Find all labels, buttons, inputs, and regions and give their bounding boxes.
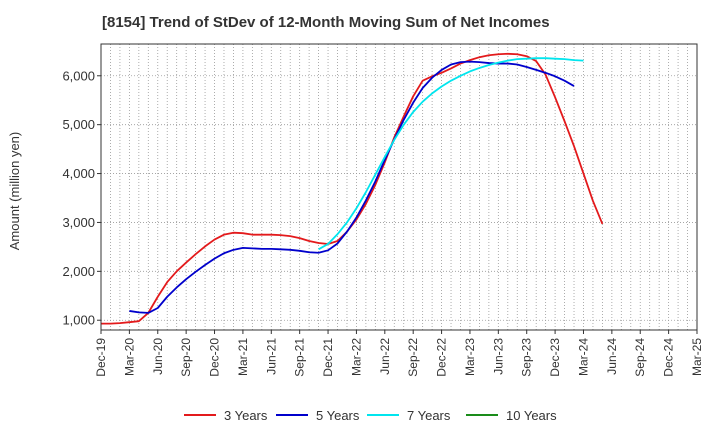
legend-label-7-years: 7 Years xyxy=(407,408,451,423)
x-tick-label: Dec-21 xyxy=(321,338,335,377)
x-tick-label: Sep-24 xyxy=(633,338,647,377)
x-tick-label: Dec-22 xyxy=(435,338,449,377)
chart-title: [8154] Trend of StDev of 12-Month Moving… xyxy=(102,14,550,31)
x-tick-label: Sep-23 xyxy=(520,338,534,377)
x-tick-label: Mar-20 xyxy=(122,338,136,376)
y-axis-ticks: 1,000 2,000 3,000 4,000 5,000 6,000 xyxy=(62,68,101,328)
series-lines xyxy=(101,52,604,325)
y-tick-label: 1,000 xyxy=(62,313,95,328)
x-tick-label: Jun-20 xyxy=(151,338,165,375)
x-tick-label: Dec-24 xyxy=(662,338,676,377)
plot-frame xyxy=(100,43,698,331)
x-tick-label: Mar-24 xyxy=(576,338,590,376)
y-tick-label: 4,000 xyxy=(62,166,95,181)
x-axis-ticks: Dec-19 Mar-20 Jun-20 Sep-20 Dec-20 Mar-21 Jun-… xyxy=(94,330,704,377)
x-tick-label: Sep-20 xyxy=(179,338,193,377)
x-tick-label: Dec-19 xyxy=(94,338,108,377)
y-tick-label: 3,000 xyxy=(62,215,95,230)
legend[interactable]: 3 Years 5 Years 7 Years 10 Years xyxy=(184,408,557,423)
x-tick-label: Sep-22 xyxy=(406,338,420,377)
x-tick-label: Mar-22 xyxy=(349,338,363,376)
x-tick-label: Jun-23 xyxy=(491,338,505,375)
y-axis-label: Amount (million yen) xyxy=(7,132,22,251)
y-tick-label: 2,000 xyxy=(62,264,95,279)
legend-label-3-years: 3 Years xyxy=(224,408,268,423)
x-tick-label: Dec-20 xyxy=(208,338,222,377)
grid-lines xyxy=(101,44,697,330)
x-tick-label: Jun-22 xyxy=(378,338,392,375)
y-tick-label: 5,000 xyxy=(62,117,95,132)
x-tick-label: Sep-21 xyxy=(293,338,307,377)
series-line-5-years xyxy=(129,60,575,314)
x-tick-label: Jun-24 xyxy=(605,338,619,375)
legend-label-10-years: 10 Years xyxy=(506,408,557,423)
x-tick-label: Jun-21 xyxy=(264,338,278,375)
x-tick-label: Mar-21 xyxy=(236,338,250,376)
x-tick-label: Dec-23 xyxy=(548,338,562,377)
series-line-7-years xyxy=(318,57,584,251)
y-tick-label: 6,000 xyxy=(62,68,95,83)
x-tick-label: Mar-25 xyxy=(690,338,704,376)
legend-label-5-years: 5 Years xyxy=(316,408,360,423)
x-tick-label: Mar-23 xyxy=(463,338,477,376)
series-line-3-years xyxy=(101,52,604,325)
